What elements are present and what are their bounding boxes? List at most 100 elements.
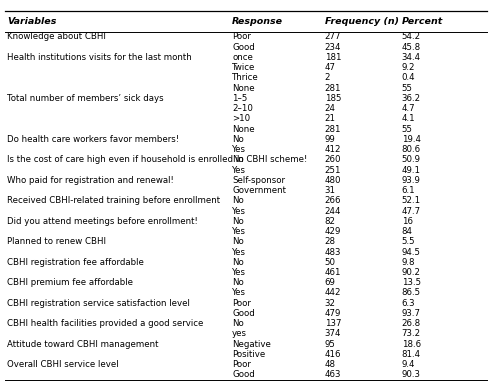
Text: None: None <box>232 83 255 93</box>
Text: None: None <box>232 125 255 134</box>
Text: Response: Response <box>232 17 283 26</box>
Text: Did you attend meetings before enrollment!: Did you attend meetings before enrollmen… <box>7 217 198 226</box>
Text: Attitude toward CBHI management: Attitude toward CBHI management <box>7 340 159 349</box>
Text: 18.6: 18.6 <box>402 340 421 349</box>
Text: Good: Good <box>232 370 255 379</box>
Text: Good: Good <box>232 309 255 318</box>
Text: 2–10: 2–10 <box>232 104 253 113</box>
Text: 16: 16 <box>402 217 413 226</box>
Text: CBHI premium fee affordable: CBHI premium fee affordable <box>7 278 133 287</box>
Text: 412: 412 <box>325 145 341 154</box>
Text: Is the cost of care high even if household is enrolled in CBHI scheme!: Is the cost of care high even if househo… <box>7 155 308 164</box>
Text: once: once <box>232 53 253 62</box>
Text: Positive: Positive <box>232 350 265 359</box>
Text: 24: 24 <box>325 104 336 113</box>
Text: 9.2: 9.2 <box>402 63 415 72</box>
Text: Poor: Poor <box>232 32 251 41</box>
Text: Good: Good <box>232 43 255 51</box>
Text: Yes: Yes <box>232 248 246 257</box>
Text: 2: 2 <box>325 73 330 82</box>
Text: 251: 251 <box>325 166 341 175</box>
Text: 50.9: 50.9 <box>402 155 421 164</box>
Text: 49.1: 49.1 <box>402 166 421 175</box>
Text: 1–5: 1–5 <box>232 94 247 103</box>
Text: 5.5: 5.5 <box>402 237 415 246</box>
Text: 55: 55 <box>402 83 413 93</box>
Text: Received CBHI-related training before enrollment: Received CBHI-related training before en… <box>7 196 220 205</box>
Text: 99: 99 <box>325 135 336 144</box>
Text: 31: 31 <box>325 186 336 195</box>
Text: 94.5: 94.5 <box>402 248 421 257</box>
Text: 52.1: 52.1 <box>402 196 421 205</box>
Text: Who paid for registration and renewal!: Who paid for registration and renewal! <box>7 176 174 185</box>
Text: Knowledge about CBHI: Knowledge about CBHI <box>7 32 106 41</box>
Text: 461: 461 <box>325 268 341 277</box>
Text: 137: 137 <box>325 319 341 328</box>
Text: 36.2: 36.2 <box>402 94 421 103</box>
Text: Government: Government <box>232 186 286 195</box>
Text: 90.2: 90.2 <box>402 268 421 277</box>
Text: 442: 442 <box>325 289 341 298</box>
Text: 93.7: 93.7 <box>402 309 421 318</box>
Text: 480: 480 <box>325 176 341 185</box>
Text: CBHI health facilities provided a good service: CBHI health facilities provided a good s… <box>7 319 204 328</box>
Text: 416: 416 <box>325 350 341 359</box>
Text: Yes: Yes <box>232 145 246 154</box>
Text: 260: 260 <box>325 155 341 164</box>
Text: 86.5: 86.5 <box>402 289 421 298</box>
Text: Yes: Yes <box>232 289 246 298</box>
Text: Do health care workers favor members!: Do health care workers favor members! <box>7 135 180 144</box>
Text: 54.2: 54.2 <box>402 32 421 41</box>
Text: 463: 463 <box>325 370 341 379</box>
Text: 32: 32 <box>325 299 336 308</box>
Text: Yes: Yes <box>232 268 246 277</box>
Text: 483: 483 <box>325 248 341 257</box>
Text: 69: 69 <box>325 278 336 287</box>
Text: 48: 48 <box>325 360 336 369</box>
Text: Total number of members’ sick days: Total number of members’ sick days <box>7 94 164 103</box>
Text: Yes: Yes <box>232 166 246 175</box>
Text: 21: 21 <box>325 114 336 123</box>
Text: 185: 185 <box>325 94 341 103</box>
Text: 47.7: 47.7 <box>402 207 421 216</box>
Text: Percent: Percent <box>402 17 443 26</box>
Text: Yes: Yes <box>232 207 246 216</box>
Text: 277: 277 <box>325 32 341 41</box>
Text: 374: 374 <box>325 330 341 339</box>
Text: Health institutions visits for the last month: Health institutions visits for the last … <box>7 53 192 62</box>
Text: Poor: Poor <box>232 299 251 308</box>
Text: 34.4: 34.4 <box>402 53 421 62</box>
Text: 80.6: 80.6 <box>402 145 421 154</box>
Text: Twice: Twice <box>232 63 255 72</box>
Text: No: No <box>232 135 244 144</box>
Text: 47: 47 <box>325 63 336 72</box>
Text: 82: 82 <box>325 217 336 226</box>
Text: 429: 429 <box>325 227 341 236</box>
Text: 90.3: 90.3 <box>402 370 421 379</box>
Text: Overall CBHI service level: Overall CBHI service level <box>7 360 119 369</box>
Text: 6.1: 6.1 <box>402 186 415 195</box>
Text: 93.9: 93.9 <box>402 176 421 185</box>
Text: Poor: Poor <box>232 360 251 369</box>
Text: 55: 55 <box>402 125 413 134</box>
Text: CBHI registration service satisfaction level: CBHI registration service satisfaction l… <box>7 299 190 308</box>
Text: Planned to renew CBHI: Planned to renew CBHI <box>7 237 106 246</box>
Text: 73.2: 73.2 <box>402 330 421 339</box>
Text: 6.3: 6.3 <box>402 299 415 308</box>
Text: 234: 234 <box>325 43 341 51</box>
Text: 0.4: 0.4 <box>402 73 415 82</box>
Text: No: No <box>232 258 244 267</box>
Text: yes: yes <box>232 330 247 339</box>
Text: Thrice: Thrice <box>232 73 259 82</box>
Text: Frequency (n): Frequency (n) <box>325 17 399 26</box>
Text: 28: 28 <box>325 237 336 246</box>
Text: 50: 50 <box>325 258 336 267</box>
Text: 81.4: 81.4 <box>402 350 421 359</box>
Text: 281: 281 <box>325 83 341 93</box>
Text: 45.8: 45.8 <box>402 43 421 51</box>
Text: 181: 181 <box>325 53 341 62</box>
Text: 9.4: 9.4 <box>402 360 415 369</box>
Text: 95: 95 <box>325 340 336 349</box>
Text: No: No <box>232 319 244 328</box>
Text: No: No <box>232 237 244 246</box>
